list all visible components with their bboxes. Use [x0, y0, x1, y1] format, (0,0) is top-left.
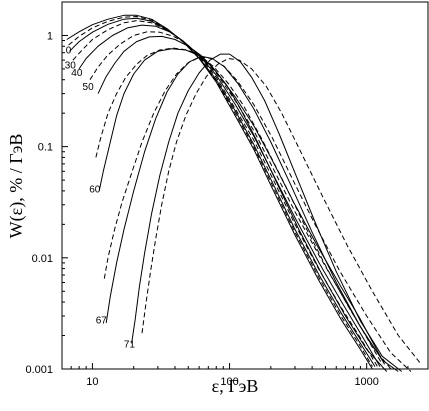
- curve-label: 40: [71, 68, 83, 79]
- series-line: [141, 58, 422, 365]
- curve-label: 0: [66, 45, 72, 56]
- series-line: [95, 47, 392, 370]
- x-axis-title: ε, ГэВ: [212, 376, 259, 396]
- curve-label: 50: [83, 82, 95, 93]
- curve-label: 60: [89, 185, 101, 196]
- series-line: [105, 55, 399, 372]
- curve-label: 67: [96, 315, 108, 326]
- curve-label: 71: [124, 339, 136, 350]
- series-line: [131, 53, 403, 372]
- y-tick-label: 0.001: [25, 364, 53, 376]
- y-axis-title: W(ε), % / ГэВ: [6, 134, 27, 239]
- series-line: [66, 14, 373, 370]
- series-line: [69, 17, 376, 367]
- series-line: [72, 20, 378, 367]
- y-tick-label: 0.01: [32, 253, 53, 265]
- x-tick-label: 100: [220, 376, 238, 388]
- x-tick-label: 10: [86, 376, 98, 388]
- curves-group: [66, 14, 422, 372]
- series-line: [97, 35, 386, 365]
- plot-frame: [61, 1, 429, 370]
- series-line: [68, 16, 373, 367]
- x-tick-label: 1000: [354, 376, 378, 388]
- y-tick-label: 1: [47, 30, 53, 42]
- series-line: [103, 56, 412, 372]
- series-line: [89, 31, 383, 365]
- ticks-group: 10 100 1000 0.001 0.01 0.1 1: [25, 1, 409, 388]
- y-tick-label: 0.1: [38, 142, 53, 154]
- series-line: [78, 24, 381, 367]
- curve-label: 30: [65, 60, 77, 71]
